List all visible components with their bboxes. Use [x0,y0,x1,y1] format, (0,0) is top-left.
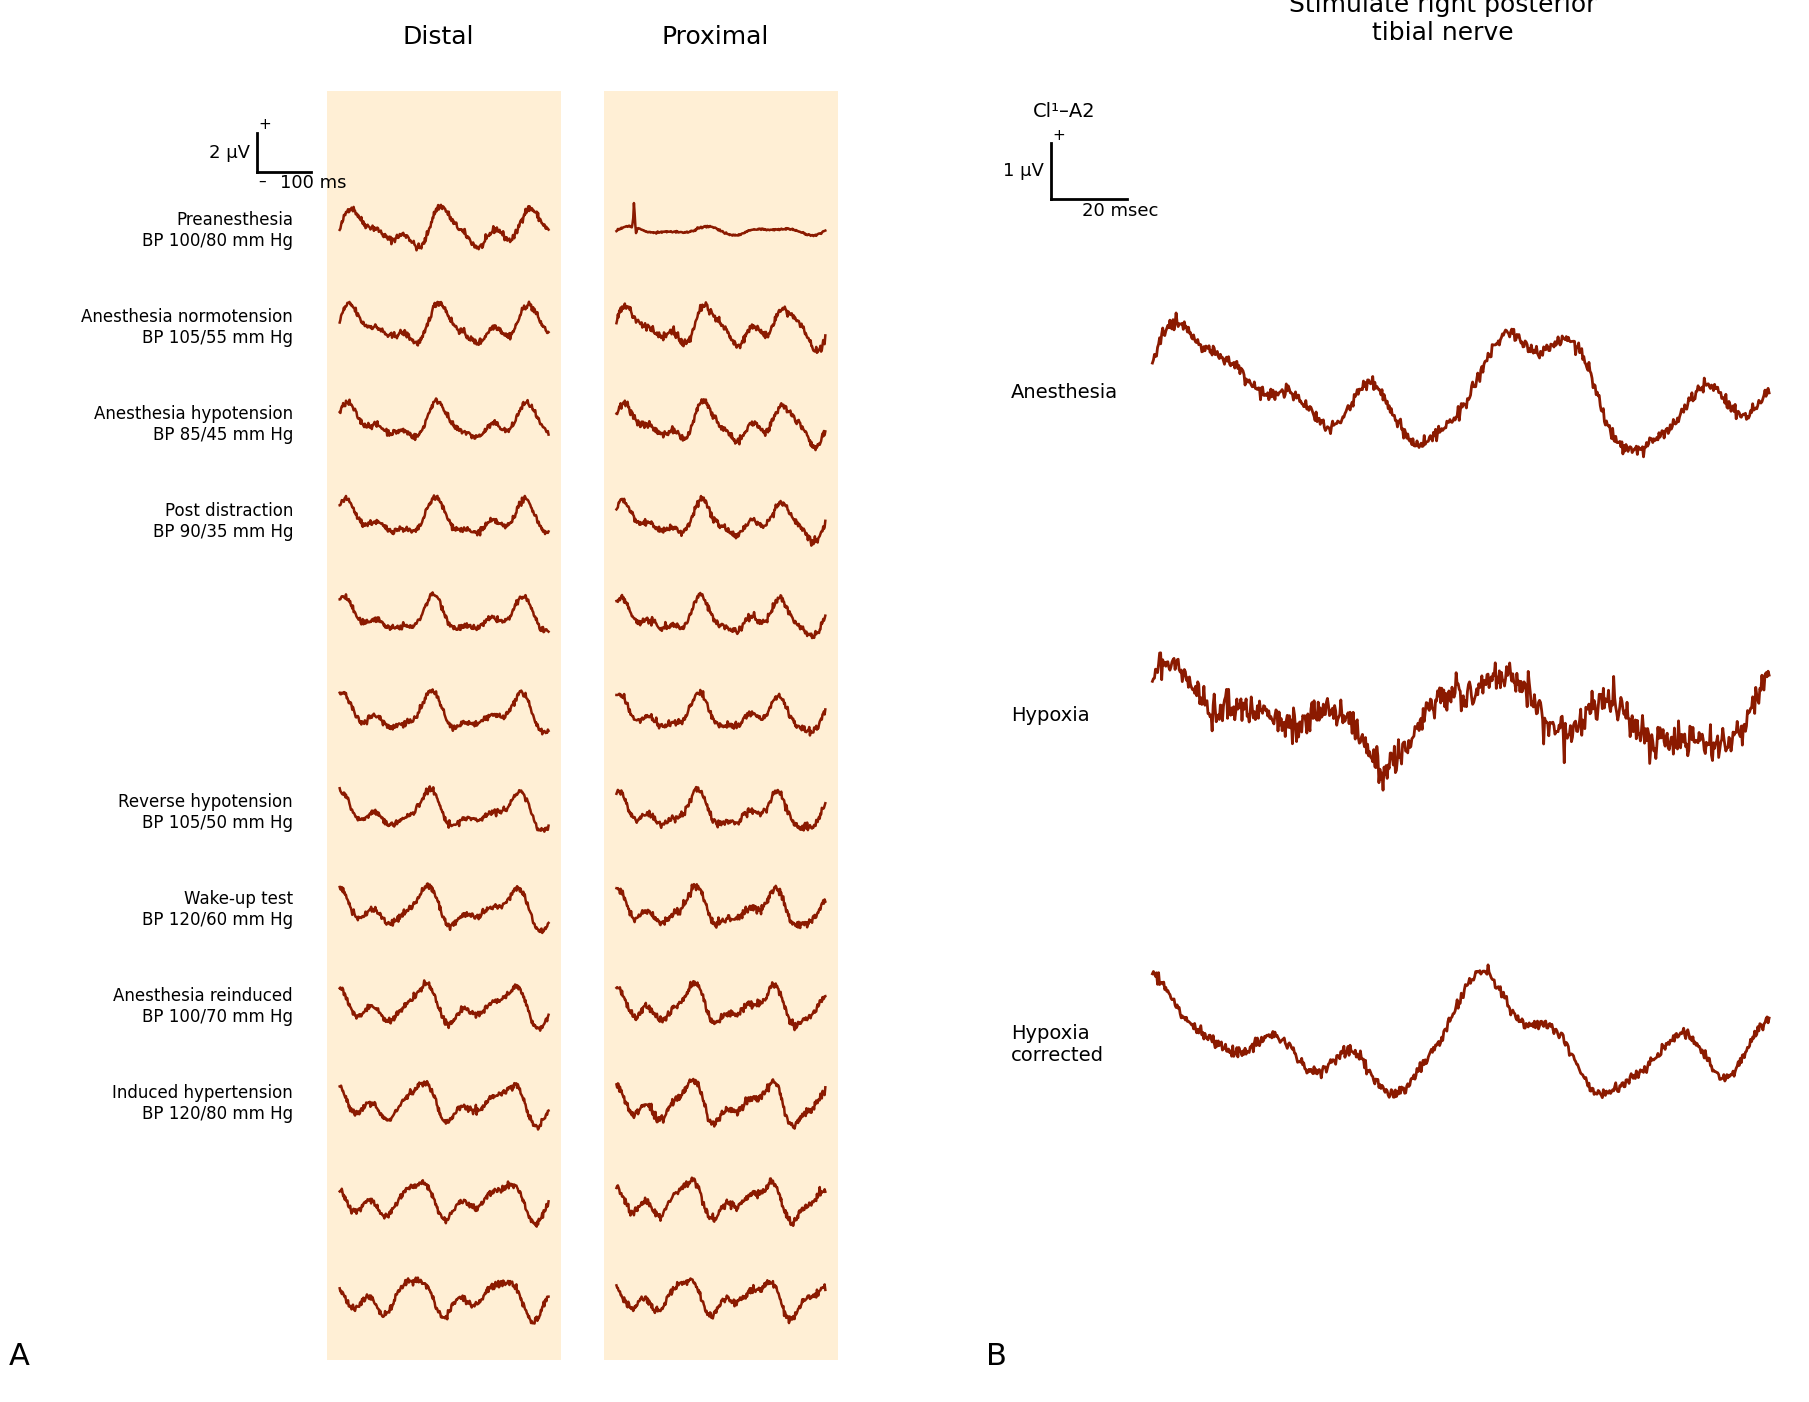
Text: B: B [986,1342,1008,1371]
Bar [602,91,838,1360]
Bar [593,91,604,1360]
Text: 100 ms: 100 ms [280,174,347,192]
Text: Reverse hypotension
BP 105/50 mm Hg: Reverse hypotension BP 105/50 mm Hg [118,794,293,831]
Text: Hypoxia
corrected: Hypoxia corrected [1011,1023,1103,1066]
Text: Proximal: Proximal [662,25,769,49]
Text: Preanesthesia
BP 100/80 mm Hg: Preanesthesia BP 100/80 mm Hg [143,212,293,250]
Text: Hypoxia: Hypoxia [1011,705,1089,725]
Text: Wake-up test
BP 120/60 mm Hg: Wake-up test BP 120/60 mm Hg [141,890,293,930]
Text: –: – [259,174,266,189]
Text: Stimulate right posterior
tibial nerve: Stimulate right posterior tibial nerve [1290,0,1596,45]
Text: Anesthesia normotension
BP 105/55 mm Hg: Anesthesia normotension BP 105/55 mm Hg [81,308,293,348]
Text: Distal: Distal [403,25,474,49]
Text: Cl¹–A2: Cl¹–A2 [1033,101,1096,121]
Text: +: + [1053,128,1066,143]
Bar [326,91,561,1360]
Bar [317,91,327,1360]
Text: Anesthesia: Anesthesia [1011,383,1118,402]
Text: A: A [9,1342,31,1371]
Text: Anesthesia reinduced
BP 100/70 mm Hg: Anesthesia reinduced BP 100/70 mm Hg [114,987,293,1026]
Text: +: + [259,116,271,132]
Text: 1 μV: 1 μV [1002,163,1044,179]
Text: Post distraction
BP 90/35 mm Hg: Post distraction BP 90/35 mm Hg [152,502,293,541]
Text: 2 μV: 2 μV [208,144,250,161]
Text: Anesthesia hypotension
BP 85/45 mm Hg: Anesthesia hypotension BP 85/45 mm Hg [94,405,293,444]
Text: Induced hypertension
BP 120/80 mm Hg: Induced hypertension BP 120/80 mm Hg [112,1084,293,1123]
Text: 20 msec: 20 msec [1082,202,1158,220]
